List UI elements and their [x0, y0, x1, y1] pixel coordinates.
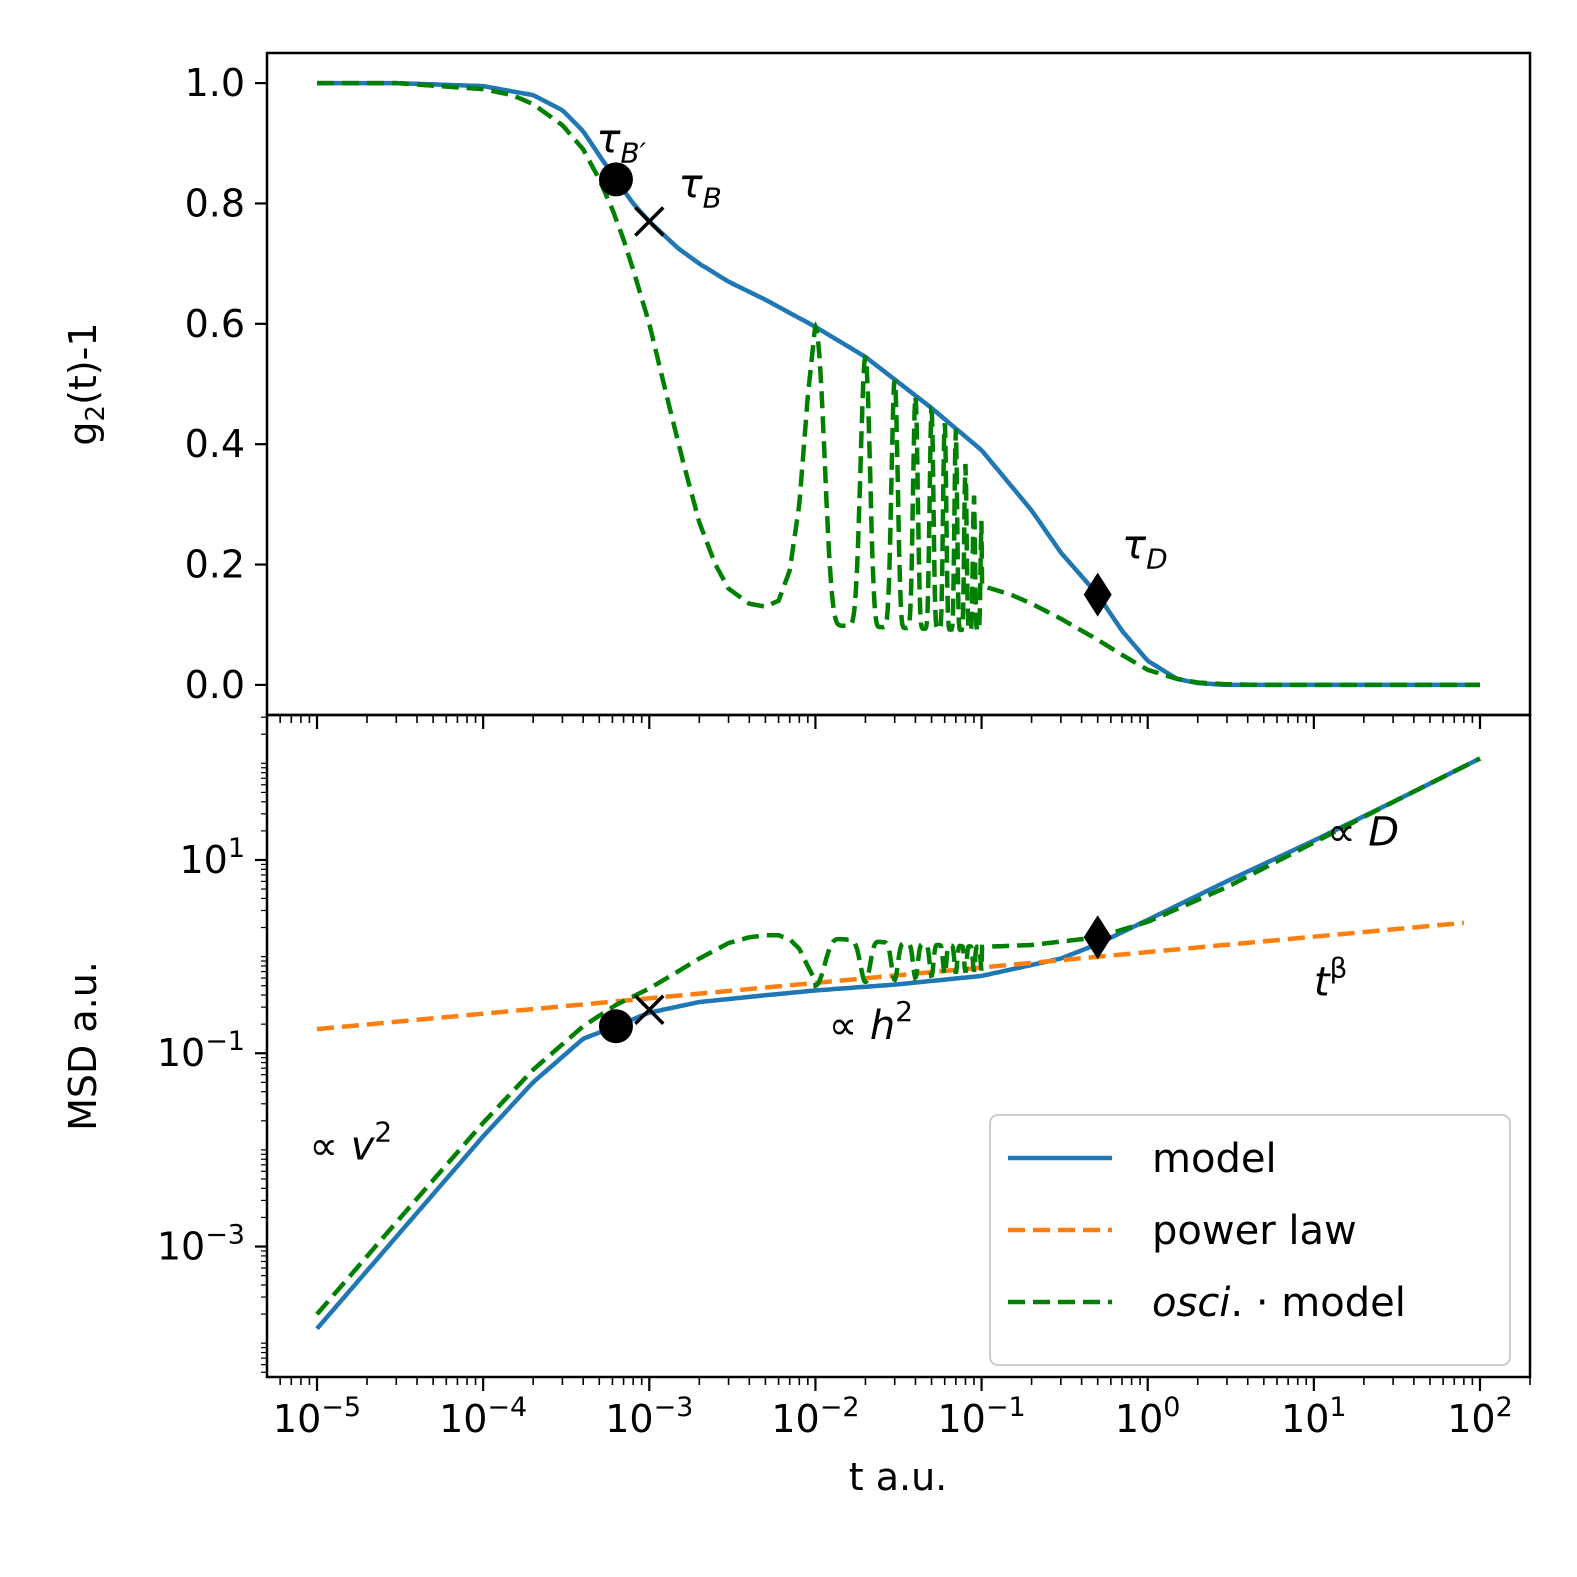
circle-marker	[598, 1009, 633, 1044]
tau-B-marker	[634, 206, 665, 237]
top-y-tick-label: 0.2	[185, 543, 245, 587]
x-axis-title: t a.u.	[849, 1455, 948, 1499]
bottom-panel-series	[315, 756, 1482, 1331]
bottom-panel-frame	[265, 713, 1532, 1379]
top-panel-series	[317, 80, 1480, 688]
top-y-tick-label: 1.0	[185, 61, 245, 105]
bottom-model-line	[315, 756, 1481, 1331]
top-y-axis-title-sub: 2	[81, 405, 111, 422]
legend: model power law osci. · model	[989, 1114, 1511, 1366]
D-label: ∝ D	[1327, 809, 1399, 855]
top-panel-annotations: τB′ τB τD	[596, 116, 1167, 575]
t-beta-label: tβ	[1314, 951, 1348, 1005]
x-tick-label: 10−2	[771, 1392, 859, 1441]
tau-B-prime-marker	[598, 162, 633, 197]
x-tick-label: 101	[1281, 1392, 1347, 1441]
x-tick-label: 10−4	[439, 1392, 527, 1441]
tau-B-prime-label: τB′	[596, 116, 646, 169]
top-panel-ticks: 0.0 0.2 0.4 0.6 0.8 1.0	[185, 61, 1531, 729]
x-tick-label: 102	[1447, 1392, 1513, 1441]
tau-D-marker	[1083, 572, 1112, 617]
bottom-osci-model-line	[315, 756, 1482, 1316]
tau-B-label: τB	[679, 161, 722, 214]
top-y-tick-label: 0.0	[185, 663, 245, 707]
diamond-marker	[1083, 915, 1112, 960]
top-model-line	[317, 80, 1480, 688]
bottom-y-tick-label: 10−3	[157, 1220, 245, 1269]
bottom-y-tick-label: 10−1	[157, 1026, 245, 1075]
legend-label-1: power law	[1152, 1208, 1357, 1254]
x-tick-label: 10−5	[273, 1392, 361, 1441]
bottom-panel-markers	[598, 915, 1112, 1044]
tau-D-label: τD	[1122, 523, 1168, 576]
x-tick-label: 10−1	[937, 1392, 1025, 1441]
legend-label-0: model	[1152, 1136, 1277, 1182]
v-squared-label: ∝ v2	[309, 1116, 392, 1170]
bottom-panel-annotations: ∝ v2 ∝ h2 ∝ D tβ	[309, 809, 1399, 1169]
bottom-panel-ticks: 10−5 10−4 10−3 10−2 10−1 100 101 102 10−3 10−1 101	[157, 716, 1531, 1441]
legend-box	[989, 1114, 1511, 1366]
x-tick-label: 10−3	[605, 1392, 693, 1441]
top-y-tick-label: 0.4	[185, 422, 245, 466]
x-tick-label: 100	[1115, 1392, 1181, 1441]
top-y-tick-label: 0.8	[185, 181, 245, 225]
legend-label-2: osci. · model	[1152, 1280, 1406, 1326]
top-panel-markers	[598, 162, 1112, 617]
x-marker	[634, 994, 665, 1025]
bottom-y-axis-title: MSD a.u.	[61, 961, 105, 1131]
bottom-power-law-line	[316, 920, 1465, 1032]
top-osci-model-line	[317, 80, 1480, 688]
bottom-y-tick-label: 101	[179, 833, 245, 882]
top-y-axis-title: g2(t)-1	[61, 322, 111, 445]
h-squared-label: ∝ h2	[829, 995, 913, 1049]
top-y-tick-label: 0.6	[185, 302, 245, 346]
